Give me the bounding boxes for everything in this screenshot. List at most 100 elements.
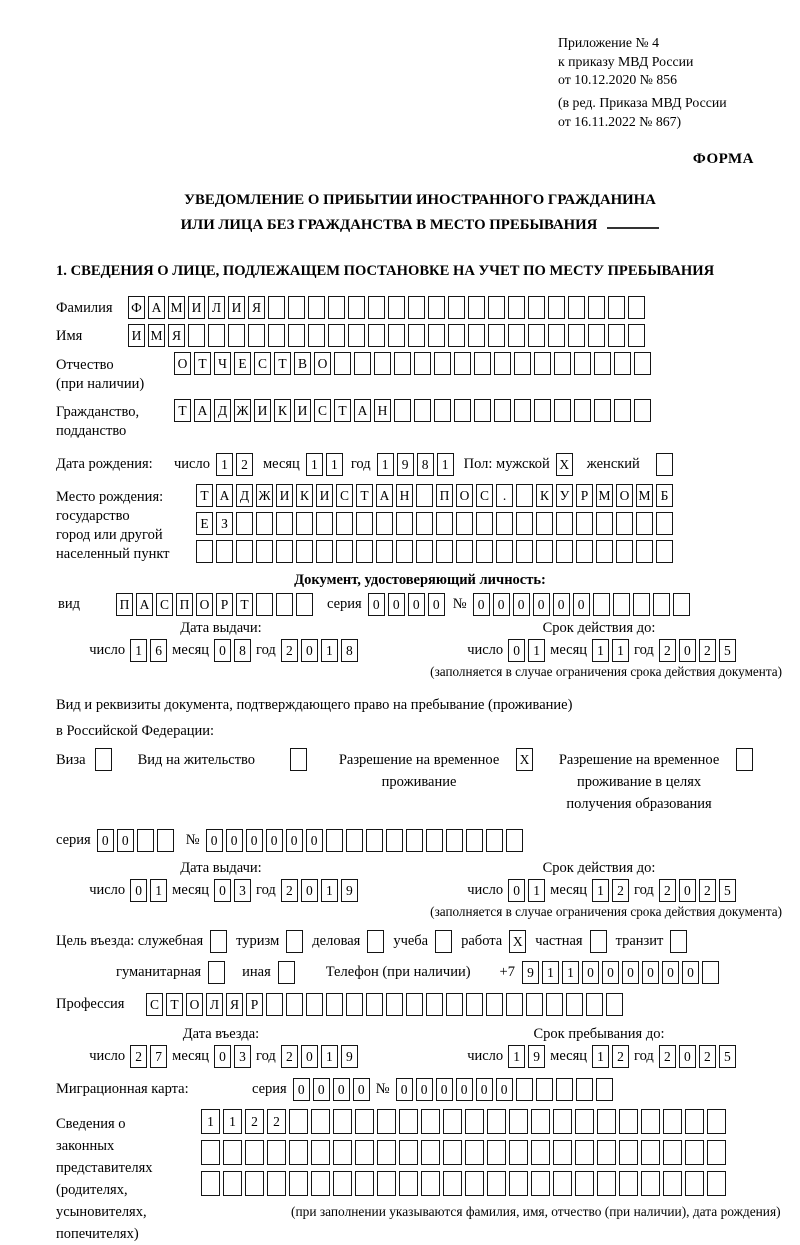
profession-cell[interactable]: О [186,993,203,1017]
permit-issue-year-cell[interactable]: 0 [300,879,318,903]
permit-valid-year-cell[interactable]: 5 [718,879,736,903]
representatives-line-1-cell[interactable]: 1 [223,1109,242,1135]
permit-issue-year-cell[interactable]: 2 [280,879,298,903]
representatives-line-2-cell[interactable] [509,1140,528,1166]
name-cell[interactable] [608,323,625,347]
purpose-other-checkbox-cell[interactable] [277,961,295,985]
entry-month-cell[interactable]: 0 [214,1045,232,1069]
migcard-number-cell[interactable] [575,1078,593,1102]
birth-day-cell[interactable]: 2 [235,452,253,476]
migcard-series-cell[interactable]: 0 [292,1078,310,1102]
birthplace-line-1-cell[interactable]: С [336,483,353,507]
birthplace-line-1-cell[interactable]: К [296,483,313,507]
citizenship-cell[interactable]: И [254,398,271,422]
doc-number-cell[interactable]: 0 [472,592,490,616]
citizenship-cell[interactable]: Т [174,398,191,422]
representatives-line-1-cell[interactable]: 2 [267,1109,286,1135]
surname-cell[interactable]: М [168,295,185,319]
surname-cell[interactable] [288,295,305,319]
name-cell[interactable] [408,323,425,347]
doc-valid-day-cell[interactable]: 0 [508,638,526,662]
stay-year-cell[interactable]: 5 [718,1045,736,1069]
birthplace-line-2-cell[interactable] [596,511,613,535]
birthplace-line-2-cell[interactable]: З [216,511,233,535]
representatives-line-3-cell[interactable] [223,1171,242,1197]
doc-number-cell[interactable]: 0 [512,592,530,616]
representatives-line-1-cell[interactable]: 1 [201,1109,220,1135]
birthplace-line-2-cell[interactable] [296,511,313,535]
phone-number-cell[interactable]: 1 [541,961,559,985]
migcard-number-cell[interactable]: 0 [395,1078,413,1102]
doc-number-cell[interactable] [652,592,670,616]
stay-year-cell[interactable]: 2 [658,1045,676,1069]
phone-number-cell[interactable]: 0 [681,961,699,985]
doc-valid-year-cell[interactable]: 2 [698,638,716,662]
representatives-line-1-cell[interactable] [289,1109,308,1135]
representatives-line-1-cell[interactable] [663,1109,682,1135]
representatives-line-2-cell[interactable] [597,1140,616,1166]
representatives-line-1-cell[interactable] [509,1109,528,1135]
profession-cell[interactable] [586,993,603,1017]
birthplace-line-2-cell[interactable] [396,511,413,535]
permit-number-cell[interactable]: 0 [265,829,283,853]
birthplace-line-1-cell[interactable]: О [616,483,633,507]
migcard-series-cell[interactable]: 0 [312,1078,330,1102]
surname-cell[interactable] [368,295,385,319]
migcard-series-cell[interactable]: 0 [352,1078,370,1102]
permit-issue-year-cell[interactable]: 9 [340,879,358,903]
representatives-line-1-cell[interactable] [377,1109,396,1135]
representatives-line-3-cell[interactable] [487,1171,506,1197]
permit-valid-year-cell[interactable]: 0 [678,879,696,903]
birthplace-line-2-cell[interactable] [236,511,253,535]
entry-day-cell[interactable]: 2 [130,1045,148,1069]
citizenship-cell[interactable]: А [194,398,211,422]
sex-male-checkbox-cell[interactable]: X [555,452,573,476]
birthplace-line-2-cell[interactable] [476,511,493,535]
birthplace-line-3-cell[interactable] [416,539,433,563]
birthplace-line-3-cell[interactable] [576,539,593,563]
migcard-number-cell[interactable]: 0 [475,1078,493,1102]
birthplace-line-1-cell[interactable]: К [536,483,553,507]
representatives-line-1-cell[interactable] [685,1109,704,1135]
phone-number-cell[interactable]: 0 [601,961,619,985]
name-cell[interactable] [588,323,605,347]
representatives-line-3-cell[interactable] [597,1171,616,1197]
doc-issue-year-cell[interactable]: 0 [300,638,318,662]
patronymic-cell[interactable]: В [294,351,311,375]
representatives-line-1-cell[interactable] [443,1109,462,1135]
doc-series-cell[interactable]: 0 [407,592,425,616]
birthplace-line-2-cell[interactable] [376,511,393,535]
migcard-number-cell[interactable] [535,1078,553,1102]
birthplace-line-3-cell[interactable] [536,539,553,563]
birthplace-line-3-cell[interactable] [276,539,293,563]
representatives-line-1-cell[interactable] [597,1109,616,1135]
permit-valid-day-cell[interactable]: 1 [528,879,546,903]
temp-permit-checkbox-cell[interactable]: X [516,748,534,772]
representatives-line-3-cell[interactable] [685,1171,704,1197]
citizenship-cell[interactable] [454,398,471,422]
representatives-line-2-cell[interactable] [311,1140,330,1166]
permit-number-cell[interactable] [345,829,363,853]
purpose-business-checkbox-cell[interactable] [367,930,385,954]
birthplace-line-1-cell[interactable]: М [596,483,613,507]
citizenship-cell[interactable] [414,398,431,422]
doc-kind-cell[interactable]: Т [236,592,253,616]
doc-issue-month-cell[interactable]: 8 [234,638,252,662]
birth-year-cell[interactable]: 1 [376,452,394,476]
birthplace-line-1-cell[interactable]: Р [576,483,593,507]
patronymic-cell[interactable] [534,351,551,375]
phone-number-cell[interactable] [701,961,719,985]
permit-series-cell[interactable] [156,829,174,853]
citizenship-cell[interactable] [634,398,651,422]
citizenship-cell[interactable]: К [274,398,291,422]
doc-number-cell[interactable] [672,592,690,616]
profession-cell[interactable] [386,993,403,1017]
birth-year-cell[interactable]: 9 [396,452,414,476]
stay-month-cell[interactable]: 2 [612,1045,630,1069]
permit-series-cell[interactable]: 0 [116,829,134,853]
purpose-private-checkbox-cell[interactable] [589,930,607,954]
surname-cell[interactable] [568,295,585,319]
birthplace-line-1-cell[interactable]: И [316,483,333,507]
surname-cell[interactable]: Л [208,295,225,319]
migcard-number-cell[interactable] [555,1078,573,1102]
